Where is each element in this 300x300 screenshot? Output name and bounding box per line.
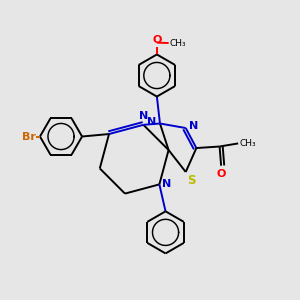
Text: N: N — [139, 111, 148, 121]
Text: Br: Br — [22, 131, 36, 142]
Text: CH₃: CH₃ — [170, 38, 187, 47]
Text: O: O — [152, 35, 162, 45]
Text: N: N — [162, 179, 171, 189]
Text: CH₃: CH₃ — [239, 139, 256, 148]
Text: N: N — [189, 122, 199, 131]
Text: O: O — [217, 169, 226, 179]
Text: N: N — [147, 117, 156, 127]
Text: S: S — [187, 174, 196, 188]
